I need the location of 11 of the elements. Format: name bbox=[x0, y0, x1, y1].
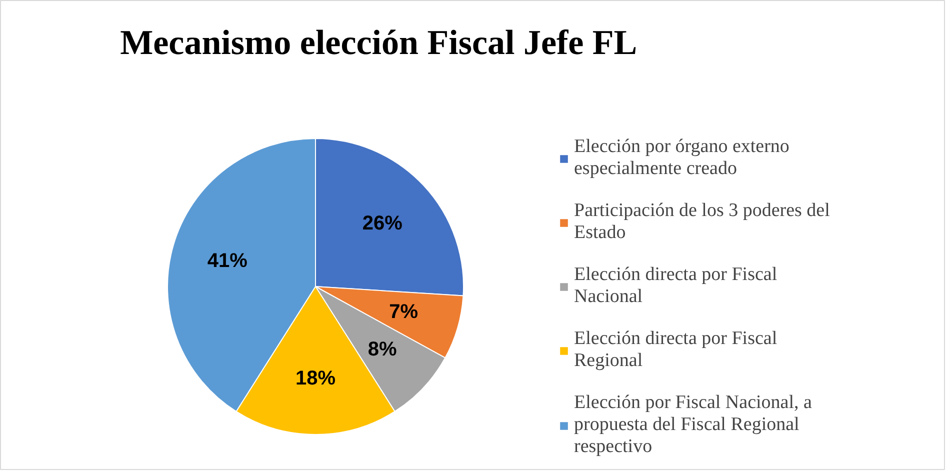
legend-label: Elección directa por Fiscal Regional bbox=[574, 328, 778, 372]
chart-title: Mecanismo elección Fiscal Jefe FL bbox=[120, 23, 638, 62]
legend-label: Elección por órgano externo especialmente creado bbox=[574, 136, 790, 180]
data-label: 26% bbox=[362, 212, 403, 235]
legend-label: Participación de los 3 poderes del Estado bbox=[574, 200, 830, 244]
data-label: 18% bbox=[295, 367, 336, 390]
data-label: 7% bbox=[389, 301, 418, 324]
data-label: 8% bbox=[368, 338, 398, 360]
legend-label: Elección directa por Fiscal Nacional bbox=[574, 264, 778, 308]
legend-label: Elección por Fiscal Nacional, a propuesta del Fiscal Regional respectivo bbox=[574, 392, 812, 458]
data-label: 41% bbox=[207, 250, 248, 272]
